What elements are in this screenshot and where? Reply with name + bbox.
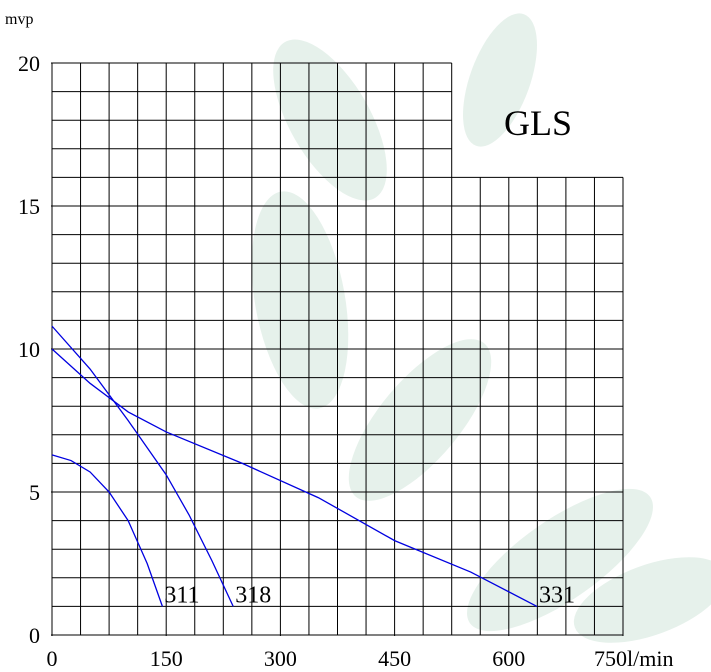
y-tick-label: 20 — [18, 51, 40, 76]
series-label: 311 — [164, 582, 199, 608]
y-tick-label: 15 — [18, 194, 40, 219]
x-tick-label: 450 — [378, 646, 411, 671]
x-axis-label: l/min — [627, 646, 673, 671]
y-tick-label: 10 — [18, 337, 40, 362]
y-tick-label: 0 — [29, 623, 40, 648]
x-tick-label: 150 — [150, 646, 183, 671]
annotation: GLS — [504, 103, 572, 143]
x-tick-label: 300 — [264, 646, 297, 671]
y-axis-label: mvp — [5, 11, 33, 28]
series-line — [51, 348, 538, 607]
series-label: 331 — [539, 582, 575, 608]
x-tick-label: 600 — [492, 646, 525, 671]
series-line — [51, 454, 164, 607]
watermark — [251, 13, 711, 643]
x-tick-label: 0 — [47, 646, 58, 671]
series-label: 318 — [235, 582, 271, 608]
y-tick-label: 5 — [29, 480, 40, 505]
x-tick-label: 750 — [594, 646, 627, 671]
series-line — [51, 325, 234, 607]
